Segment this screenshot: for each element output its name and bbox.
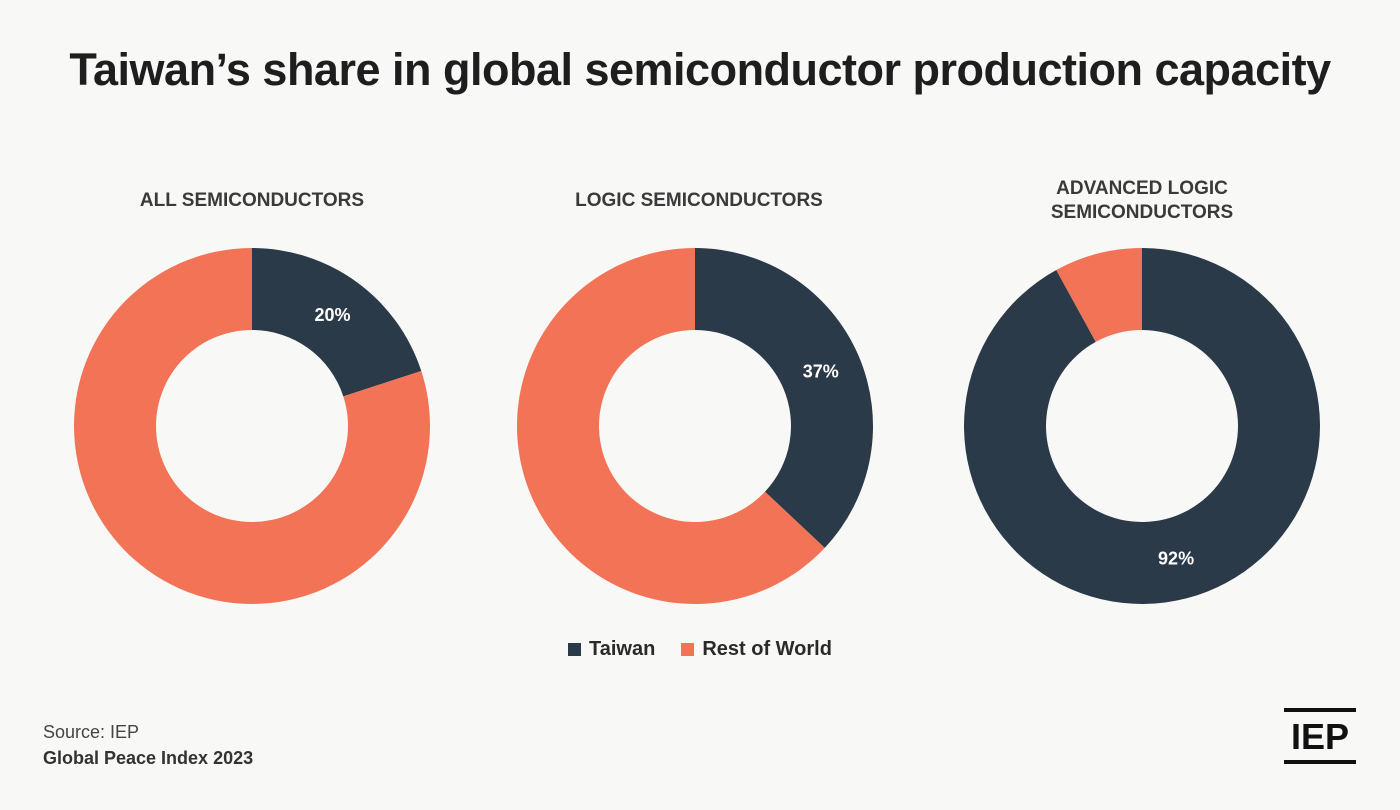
legend-label-rest: Rest of World: [702, 638, 832, 660]
donut-slice-all-taiwan: [252, 248, 422, 397]
page-title: Taiwan’s share in global semiconductor p…: [69, 44, 1331, 95]
legend-label-taiwan: Taiwan: [589, 638, 656, 660]
legend-swatch-rest: [681, 643, 695, 656]
iep-logo: IEP: [1284, 708, 1356, 764]
legend-item-taiwan: Taiwan: [568, 638, 655, 661]
chart-title-advanced: ADVANCED LOGIC SEMICONDUCTORS: [1050, 178, 1234, 223]
chart-title-all: ALL SEMICONDUCTORS: [139, 190, 365, 211]
chart-title-logic: LOGIC SEMICONDUCTORS: [575, 190, 823, 211]
donut-label-advanced: 92%: [1158, 549, 1194, 569]
donut-label-all: 20%: [315, 305, 351, 325]
legend-item-rest: Rest of World: [681, 638, 832, 661]
legend: Taiwan Rest of World: [0, 638, 1400, 661]
donut-slice-all-rest: [74, 248, 430, 604]
source-detail: Global Peace Index 2023: [43, 748, 254, 768]
donut-slice-advanced-taiwan: [964, 248, 1320, 604]
legend-swatch-taiwan: [568, 643, 582, 656]
source-text: Source: IEP: [43, 722, 140, 742]
donut-slice-advanced-rest: [1056, 248, 1142, 342]
donut-slice-logic-rest: [516, 248, 825, 604]
donut-label-logic: 37%: [803, 362, 839, 382]
donut-slice-logic-taiwan: [695, 248, 873, 548]
